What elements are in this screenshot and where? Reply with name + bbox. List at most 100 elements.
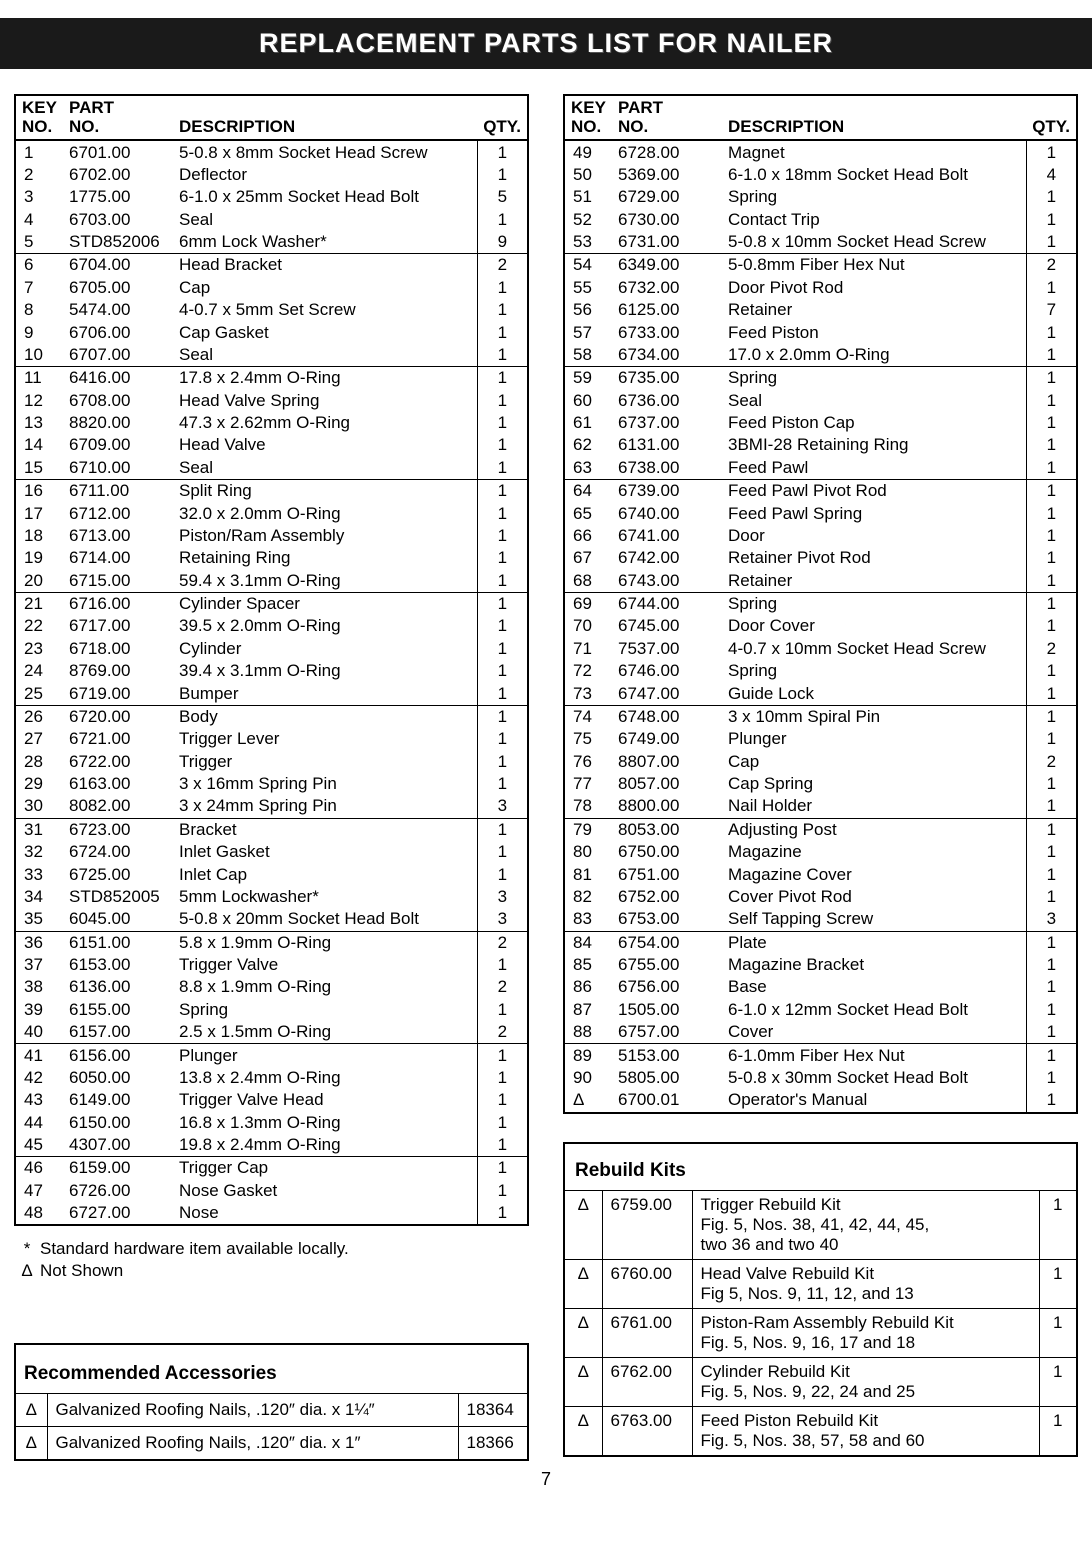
cell-sym: Δ bbox=[564, 1406, 602, 1456]
cell-sym: Δ bbox=[15, 1393, 47, 1426]
cell-desc: Nail Holder bbox=[722, 795, 1026, 818]
cell-part: 6715.00 bbox=[63, 570, 173, 593]
cell-key: 54 bbox=[564, 254, 612, 277]
cell-sym: Δ bbox=[564, 1357, 602, 1406]
cell-part: 6763.00 bbox=[602, 1406, 692, 1456]
cell-part: 6149.00 bbox=[63, 1089, 173, 1111]
cell-key: 58 bbox=[564, 344, 612, 367]
table-row: 546349.005-0.8mm Fiber Hex Nut2 bbox=[564, 254, 1077, 277]
cell-key: 1 bbox=[15, 140, 63, 163]
cell-key: 66 bbox=[564, 525, 612, 547]
table-row: 656740.00Feed Pawl Spring1 bbox=[564, 502, 1077, 524]
cell-key: 35 bbox=[15, 908, 63, 931]
cell-part: 8800.00 bbox=[612, 795, 722, 818]
cell-qty: 2 bbox=[477, 1021, 528, 1044]
cell-part: 6712.00 bbox=[63, 502, 173, 524]
cell-qty: 1 bbox=[477, 299, 528, 321]
cell-desc: Retainer bbox=[722, 299, 1026, 321]
cell-part: 5153.00 bbox=[612, 1044, 722, 1067]
table-row: 186713.00Piston/Ram Assembly1 bbox=[15, 525, 528, 547]
cell-part: 6738.00 bbox=[612, 457, 722, 480]
cell-qty: 2 bbox=[1026, 254, 1077, 277]
table-row: 446150.0016.8 x 1.3mm O-Ring1 bbox=[15, 1112, 528, 1134]
cell-key: 55 bbox=[564, 277, 612, 299]
cell-desc: 5mm Lockwasher* bbox=[173, 886, 477, 908]
cell-key: 6 bbox=[15, 254, 63, 277]
table-row: 866756.00Base1 bbox=[564, 976, 1077, 998]
cell-qty: 1 bbox=[477, 1089, 528, 1111]
table-row: 386136.008.8 x 1.9mm O-Ring2 bbox=[15, 976, 528, 998]
cell-desc: Head Bracket bbox=[173, 254, 477, 277]
cell-key: 23 bbox=[15, 638, 63, 660]
table-row: 676742.00Retainer Pivot Rod1 bbox=[564, 547, 1077, 569]
cell-key: 56 bbox=[564, 299, 612, 321]
table-row: 586734.0017.0 x 2.0mm O-Ring1 bbox=[564, 344, 1077, 367]
kits-title: Rebuild Kits bbox=[564, 1143, 1077, 1191]
cell-qty: 1 bbox=[477, 502, 528, 524]
cell-qty: 3 bbox=[477, 795, 528, 818]
cell-key: 67 bbox=[564, 547, 612, 569]
cell-qty: 1 bbox=[1026, 502, 1077, 524]
cell-key: 52 bbox=[564, 209, 612, 231]
cell-part: 8769.00 bbox=[63, 660, 173, 682]
cell-key: 46 bbox=[15, 1157, 63, 1180]
table-row: Δ6763.00Feed Piston Rebuild KitFig. 5, N… bbox=[564, 1406, 1077, 1456]
cell-desc: 2.5 x 1.5mm O-Ring bbox=[173, 1021, 477, 1044]
cell-key: 42 bbox=[15, 1067, 63, 1089]
cell-part: 6705.00 bbox=[63, 277, 173, 299]
cell-sym: Δ bbox=[564, 1308, 602, 1357]
cell-desc: Plate bbox=[722, 931, 1026, 954]
cell-qty: 2 bbox=[477, 931, 528, 954]
cell-qty: 1 bbox=[1026, 660, 1077, 682]
cell-key: 18 bbox=[15, 525, 63, 547]
cell-key: 38 bbox=[15, 976, 63, 998]
table-row: 686743.00Retainer1 bbox=[564, 570, 1077, 593]
cell-desc: Guide Lock bbox=[722, 682, 1026, 705]
cell-qty: 1 bbox=[477, 321, 528, 343]
cell-qty: 1 bbox=[1026, 886, 1077, 908]
cell-qty: 1 bbox=[1026, 1067, 1077, 1089]
table-row: 806750.00Magazine1 bbox=[564, 841, 1077, 863]
cell-qty: 1 bbox=[477, 1134, 528, 1157]
cell-qty: 1 bbox=[477, 457, 528, 480]
cell-qty: 1 bbox=[1026, 480, 1077, 503]
cell-desc: Nose bbox=[173, 1202, 477, 1225]
cell-key: 16 bbox=[15, 480, 63, 503]
footnotes: *Standard hardware item available locall… bbox=[14, 1238, 529, 1282]
cell-desc: Piston-Ram Assembly Rebuild KitFig. 5, N… bbox=[692, 1308, 1039, 1357]
table-row: 236718.00Cylinder1 bbox=[15, 638, 528, 660]
table-row: 256719.00Bumper1 bbox=[15, 682, 528, 705]
cell-key: 14 bbox=[15, 434, 63, 456]
cell-qty: 1 bbox=[1026, 795, 1077, 818]
table-row: 836753.00Self Tapping Screw3 bbox=[564, 908, 1077, 931]
cell-desc: Plunger bbox=[722, 728, 1026, 750]
cell-qty: 2 bbox=[477, 976, 528, 998]
table-row: 606736.00Seal1 bbox=[564, 390, 1077, 412]
cell-desc: 6-1.0 x 25mm Socket Head Bolt bbox=[173, 186, 477, 208]
cell-part: 6733.00 bbox=[612, 321, 722, 343]
cell-key: 60 bbox=[564, 390, 612, 412]
table-row: 31775.006-1.0 x 25mm Socket Head Bolt5 bbox=[15, 186, 528, 208]
cell-qty: 1 bbox=[477, 1044, 528, 1067]
table-row: 276721.00Trigger Lever1 bbox=[15, 728, 528, 750]
cell-key: Δ bbox=[564, 1089, 612, 1112]
table-row: 326724.00Inlet Gasket1 bbox=[15, 841, 528, 863]
table-row: 886757.00Cover1 bbox=[564, 1021, 1077, 1044]
table-row: 138820.0047.3 x 2.62mm O-Ring1 bbox=[15, 412, 528, 434]
cell-key: 69 bbox=[564, 592, 612, 615]
cell-part: 6735.00 bbox=[612, 367, 722, 390]
cell-part: 6719.00 bbox=[63, 682, 173, 705]
cell-desc: 39.4 x 3.1mm O-Ring bbox=[173, 660, 477, 682]
cell-key: 90 bbox=[564, 1067, 612, 1089]
cell-desc: Feed Piston Cap bbox=[722, 412, 1026, 434]
table-row: 706745.00Door Cover1 bbox=[564, 615, 1077, 637]
cell-key: 68 bbox=[564, 570, 612, 593]
cell-part: 6722.00 bbox=[63, 751, 173, 773]
cell-desc: Cylinder bbox=[173, 638, 477, 660]
cell-key: 40 bbox=[15, 1021, 63, 1044]
table-row: 454307.0019.8 x 2.4mm O-Ring1 bbox=[15, 1134, 528, 1157]
cell-key: 28 bbox=[15, 751, 63, 773]
cell-part: 6726.00 bbox=[63, 1180, 173, 1202]
cell-part: 6759.00 bbox=[602, 1190, 692, 1259]
cell-qty: 1 bbox=[1039, 1190, 1077, 1259]
